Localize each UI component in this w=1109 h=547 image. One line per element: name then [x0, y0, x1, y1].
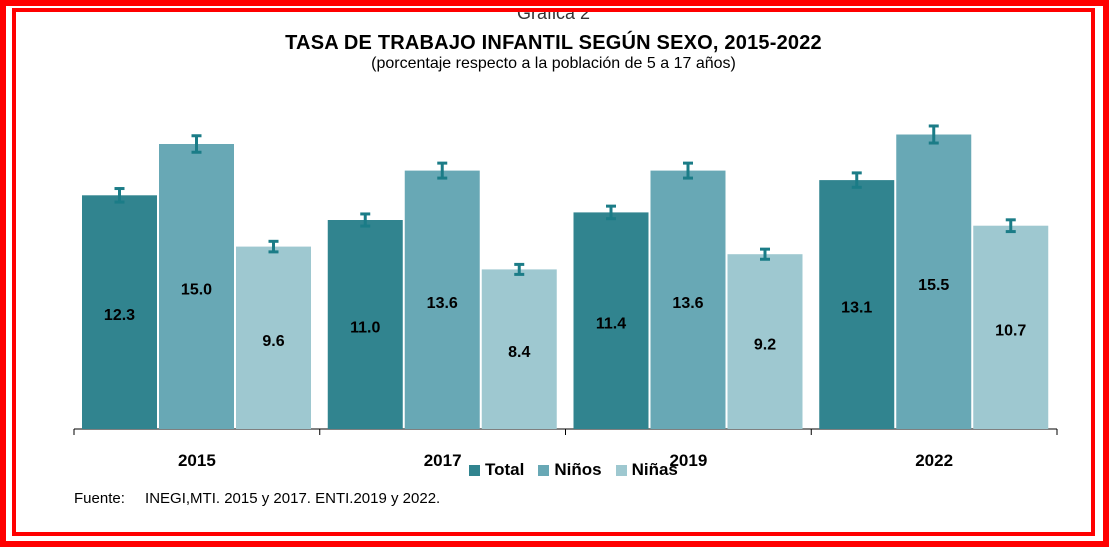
legend-item-ninos: Niños — [538, 460, 602, 480]
data-label-niñas-2015: 9.6 — [262, 333, 284, 350]
bar-niñas-2019 — [727, 254, 803, 429]
source-text: INEGI,MTI. 2015 y 2017. ENTI.2019 y 2022… — [145, 490, 441, 507]
x-tick-label-2017: 2017 — [424, 451, 462, 470]
chart-subtitle: (porcentaje respecto a la población de 5… — [371, 55, 736, 72]
data-label-total-2022: 13.1 — [841, 300, 872, 317]
chart-title: TASA DE TRABAJO INFANTIL SEGÚN SEXO, 201… — [285, 32, 822, 54]
legend-label-total: Total — [485, 460, 525, 479]
data-label-niñas-2017: 8.4 — [508, 344, 530, 361]
bar-total-2019 — [573, 212, 649, 429]
bar-total-2017 — [327, 220, 403, 429]
chart-panel: Gráfica 2 TASA DE TRABAJO INFANTIL SEGÚN… — [12, 8, 1095, 536]
bar-total-2015 — [82, 195, 157, 429]
bar-niñas-2022 — [973, 225, 1049, 429]
bar-niños-2022 — [896, 134, 972, 429]
data-label-niños-2022: 15.5 — [918, 277, 949, 294]
data-label-total-2015: 12.3 — [104, 307, 135, 324]
data-label-niños-2017: 13.6 — [427, 295, 458, 312]
legend-item-ninas: Niñas — [615, 460, 678, 480]
data-label-niñas-2022: 10.7 — [995, 322, 1026, 339]
source-note: Fuente: INEGI,MTI. 2015 y 2017. ENTI.201… — [74, 490, 440, 507]
source-label: Fuente: — [74, 490, 125, 507]
legend-swatch-total — [469, 464, 480, 476]
data-label-niños-2015: 15.0 — [181, 282, 212, 299]
bar-niñas-2017 — [481, 269, 557, 429]
x-tick-label-2015: 2015 — [178, 451, 216, 470]
chart-legend: Total Niños Niñas — [469, 460, 692, 480]
data-label-total-2019: 11.4 — [596, 316, 626, 333]
legend-label-ninas: Niñas — [631, 460, 678, 479]
legend-swatch-ninos — [538, 464, 550, 476]
bar-niños-2017 — [404, 170, 480, 429]
bar-total-2022 — [819, 180, 895, 429]
data-label-total-2017: 11.0 — [350, 320, 380, 337]
bar-niñas-2015 — [236, 246, 311, 429]
chart-kicker: Gráfica 2 — [516, 8, 591, 23]
legend-swatch-ninas — [615, 464, 627, 476]
bar-niños-2015 — [159, 144, 234, 429]
legend-label-ninos: Niños — [554, 460, 602, 479]
x-tick-label-2019: 2019 — [669, 451, 707, 470]
data-label-niños-2019: 13.6 — [672, 295, 703, 312]
x-tick-label-2022: 2022 — [915, 451, 953, 470]
data-label-niñas-2019: 9.2 — [754, 337, 776, 354]
bar-chart: 12.3 15.0 9.6 2015 11.0 13.6 8.4 2017 11.4 13.6 9.… — [73, 124, 1058, 470]
legend-item-total: Total — [469, 460, 524, 480]
bar-niños-2019 — [650, 170, 726, 429]
